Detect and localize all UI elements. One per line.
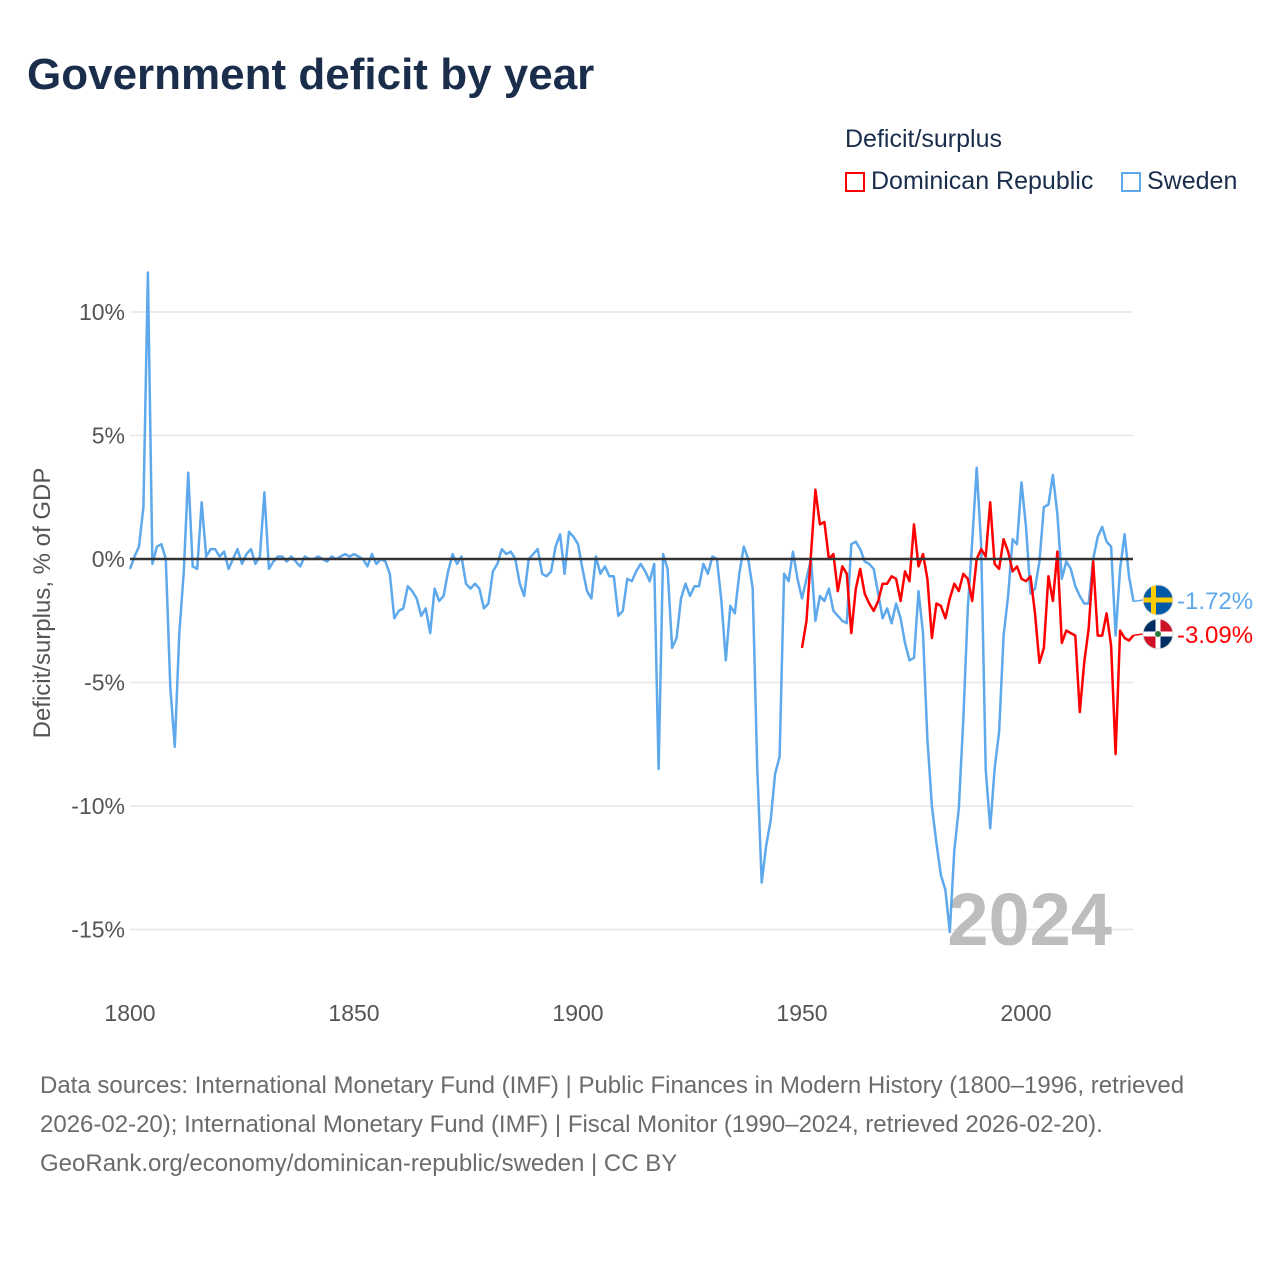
x-tick-label: 1950 xyxy=(776,1000,827,1026)
series-line-sweden xyxy=(128,271,1135,934)
x-tick-label: 1850 xyxy=(328,1000,379,1026)
end-connector xyxy=(1133,599,1144,603)
y-axis-label: Deficit/surplus, % of GDP xyxy=(29,468,56,739)
legend-swatch-dominican-republic xyxy=(845,171,865,192)
x-tick-label: 1800 xyxy=(104,1000,155,1026)
data-sources: Data sources: International Monetary Fun… xyxy=(40,1072,1185,1138)
y-tick-label: 5% xyxy=(92,423,125,449)
end-value-label-dominican-republic: -3.09% xyxy=(1177,622,1253,649)
y-tick-label: -10% xyxy=(71,793,125,819)
series-line-dominican-republic xyxy=(800,488,1135,756)
source-link[interactable]: GeoRank.org/economy/dominican-republic/s… xyxy=(40,1150,678,1177)
end-value-label-sweden: -1.72% xyxy=(1177,588,1253,615)
y-tick-label: 0% xyxy=(92,546,125,572)
legend-item-dominican-republic[interactable]: Dominican Republic xyxy=(845,167,1093,196)
legend-label: Sweden xyxy=(1147,167,1238,195)
sweden-flag-icon xyxy=(1142,584,1174,616)
y-tick-label: 10% xyxy=(79,299,125,325)
legend-item-sweden[interactable]: Sweden xyxy=(1121,167,1237,196)
legend-title: Deficit/surplus xyxy=(845,125,1002,153)
end-connector xyxy=(1133,633,1144,637)
legend-label: Dominican Republic xyxy=(871,167,1094,195)
year-watermark: 2024 xyxy=(947,878,1112,961)
chart-title: Government deficit by year xyxy=(27,50,595,99)
y-tick-label: -15% xyxy=(71,917,125,943)
x-tick-label: 1900 xyxy=(552,1000,603,1026)
footer: Data sources: International Monetary Fun… xyxy=(40,1066,1240,1183)
x-tick-label: 2000 xyxy=(1000,1000,1051,1026)
dominican-republic-flag-icon xyxy=(1142,618,1174,650)
y-tick-label: -5% xyxy=(84,670,125,696)
legend-swatch-sweden xyxy=(1121,171,1141,192)
